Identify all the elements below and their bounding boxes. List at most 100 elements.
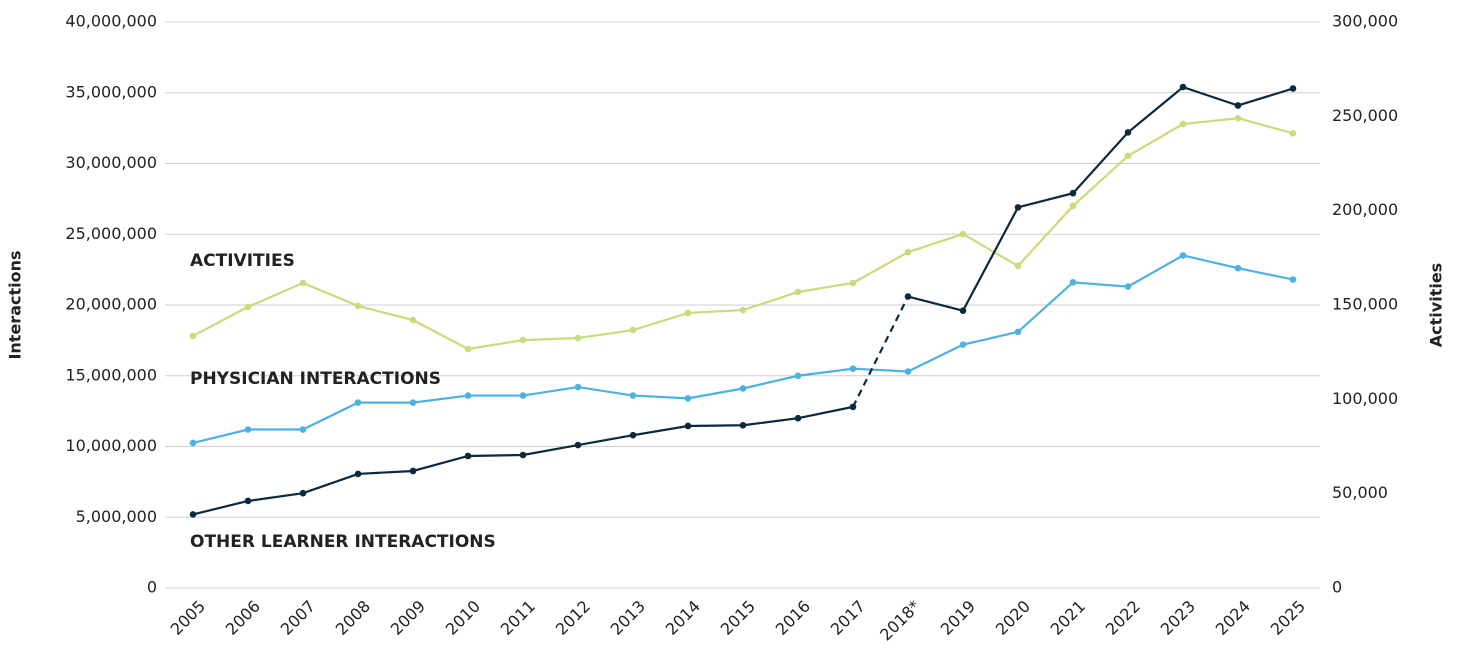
point [684,309,692,317]
y2-tick-label: 300,000 [1332,12,1398,31]
x-tick-label: 2020 [992,597,1034,639]
y-tick-label: 0 [147,578,157,597]
point [794,372,802,380]
x-tick-label: 2018* [876,597,924,645]
point [244,497,252,505]
point [904,368,912,375]
x-tick-label: 2005 [167,597,209,639]
line-dashed [852,296,909,408]
point [354,302,362,310]
point [739,421,747,429]
line [907,85,1294,312]
y2-axis-label: Activities [1427,263,1446,347]
point [739,306,747,314]
x-tick-label: 2011 [497,597,539,639]
point [1234,102,1242,109]
point [464,392,472,399]
point [849,365,857,372]
point [959,341,967,348]
point [1289,85,1297,92]
x-tick-label: 2021 [1047,597,1089,639]
y-tick-label: 30,000,000 [65,153,157,172]
point [1014,328,1022,336]
line [192,405,854,516]
y2-tick-label: 150,000 [1332,295,1398,314]
point [849,279,857,287]
x-tick-label: 2017 [827,597,869,639]
y2-tick-label: 50,000 [1332,483,1388,502]
point [464,345,472,353]
point [1124,152,1132,160]
y-tick-label: 15,000,000 [65,365,157,384]
point [1179,83,1187,91]
point [959,230,967,238]
point [1234,264,1242,272]
series-label: OTHER LEARNER INTERACTIONS [190,532,496,552]
point [519,392,527,399]
x-tick-label: 2009 [387,597,429,639]
point [629,431,637,439]
point [574,383,582,391]
point [1014,262,1022,270]
series-label: PHYSICIAN INTERACTIONS [190,369,441,389]
point [354,399,362,406]
point [1289,276,1297,283]
point [684,395,692,402]
x-tick-label: 2019 [937,597,979,639]
y2-tick-label: 100,000 [1332,389,1398,408]
point [794,288,802,296]
y-axis-label: Interactions [6,250,25,359]
point [1179,252,1187,259]
point [299,489,307,497]
x-tick-label: 2014 [662,597,704,639]
x-tick-label: 2012 [552,597,594,639]
x-tick-label: 2008 [332,597,374,639]
point [1179,120,1187,128]
x-tick-label: 2024 [1212,597,1254,639]
y-tick-label: 25,000,000 [65,224,157,243]
point [354,470,362,478]
point [739,385,747,392]
point [574,334,582,342]
point [409,316,417,324]
point [1069,279,1077,286]
point [519,336,527,344]
x-tick-label: 2006 [222,597,264,639]
x-tick-label: 2022 [1102,597,1144,639]
point [1289,130,1297,137]
point [189,511,197,518]
point [299,426,307,433]
y-tick-label: 20,000,000 [65,295,157,314]
point [1234,114,1242,122]
point [409,399,417,406]
y-tick-label: 5,000,000 [76,507,157,526]
point [189,439,197,447]
point [189,332,197,340]
x-tick-label: 2025 [1267,597,1309,639]
x-tick-label: 2016 [772,597,814,639]
point [519,451,527,459]
point [1124,129,1132,136]
point [849,403,857,411]
point [1069,189,1077,197]
y2-tick-label: 0 [1332,578,1342,597]
point [244,303,252,311]
x-tick-label: 2010 [442,597,484,639]
x-tick-label: 2023 [1157,597,1199,639]
point [629,392,637,399]
point [794,414,802,422]
x-tick-label: 2007 [277,597,319,639]
point [904,293,912,300]
point [574,441,582,449]
y2-tick-label: 200,000 [1332,200,1398,219]
y-tick-label: 35,000,000 [65,82,157,101]
point [1014,204,1022,211]
series-label: ACTIVITIES [190,251,295,271]
y-tick-label: 40,000,000 [65,12,157,31]
point [464,452,472,460]
point [1124,283,1132,290]
point [409,467,417,475]
y2-tick-label: 250,000 [1332,106,1398,125]
x-tick-label: 2013 [607,597,649,639]
